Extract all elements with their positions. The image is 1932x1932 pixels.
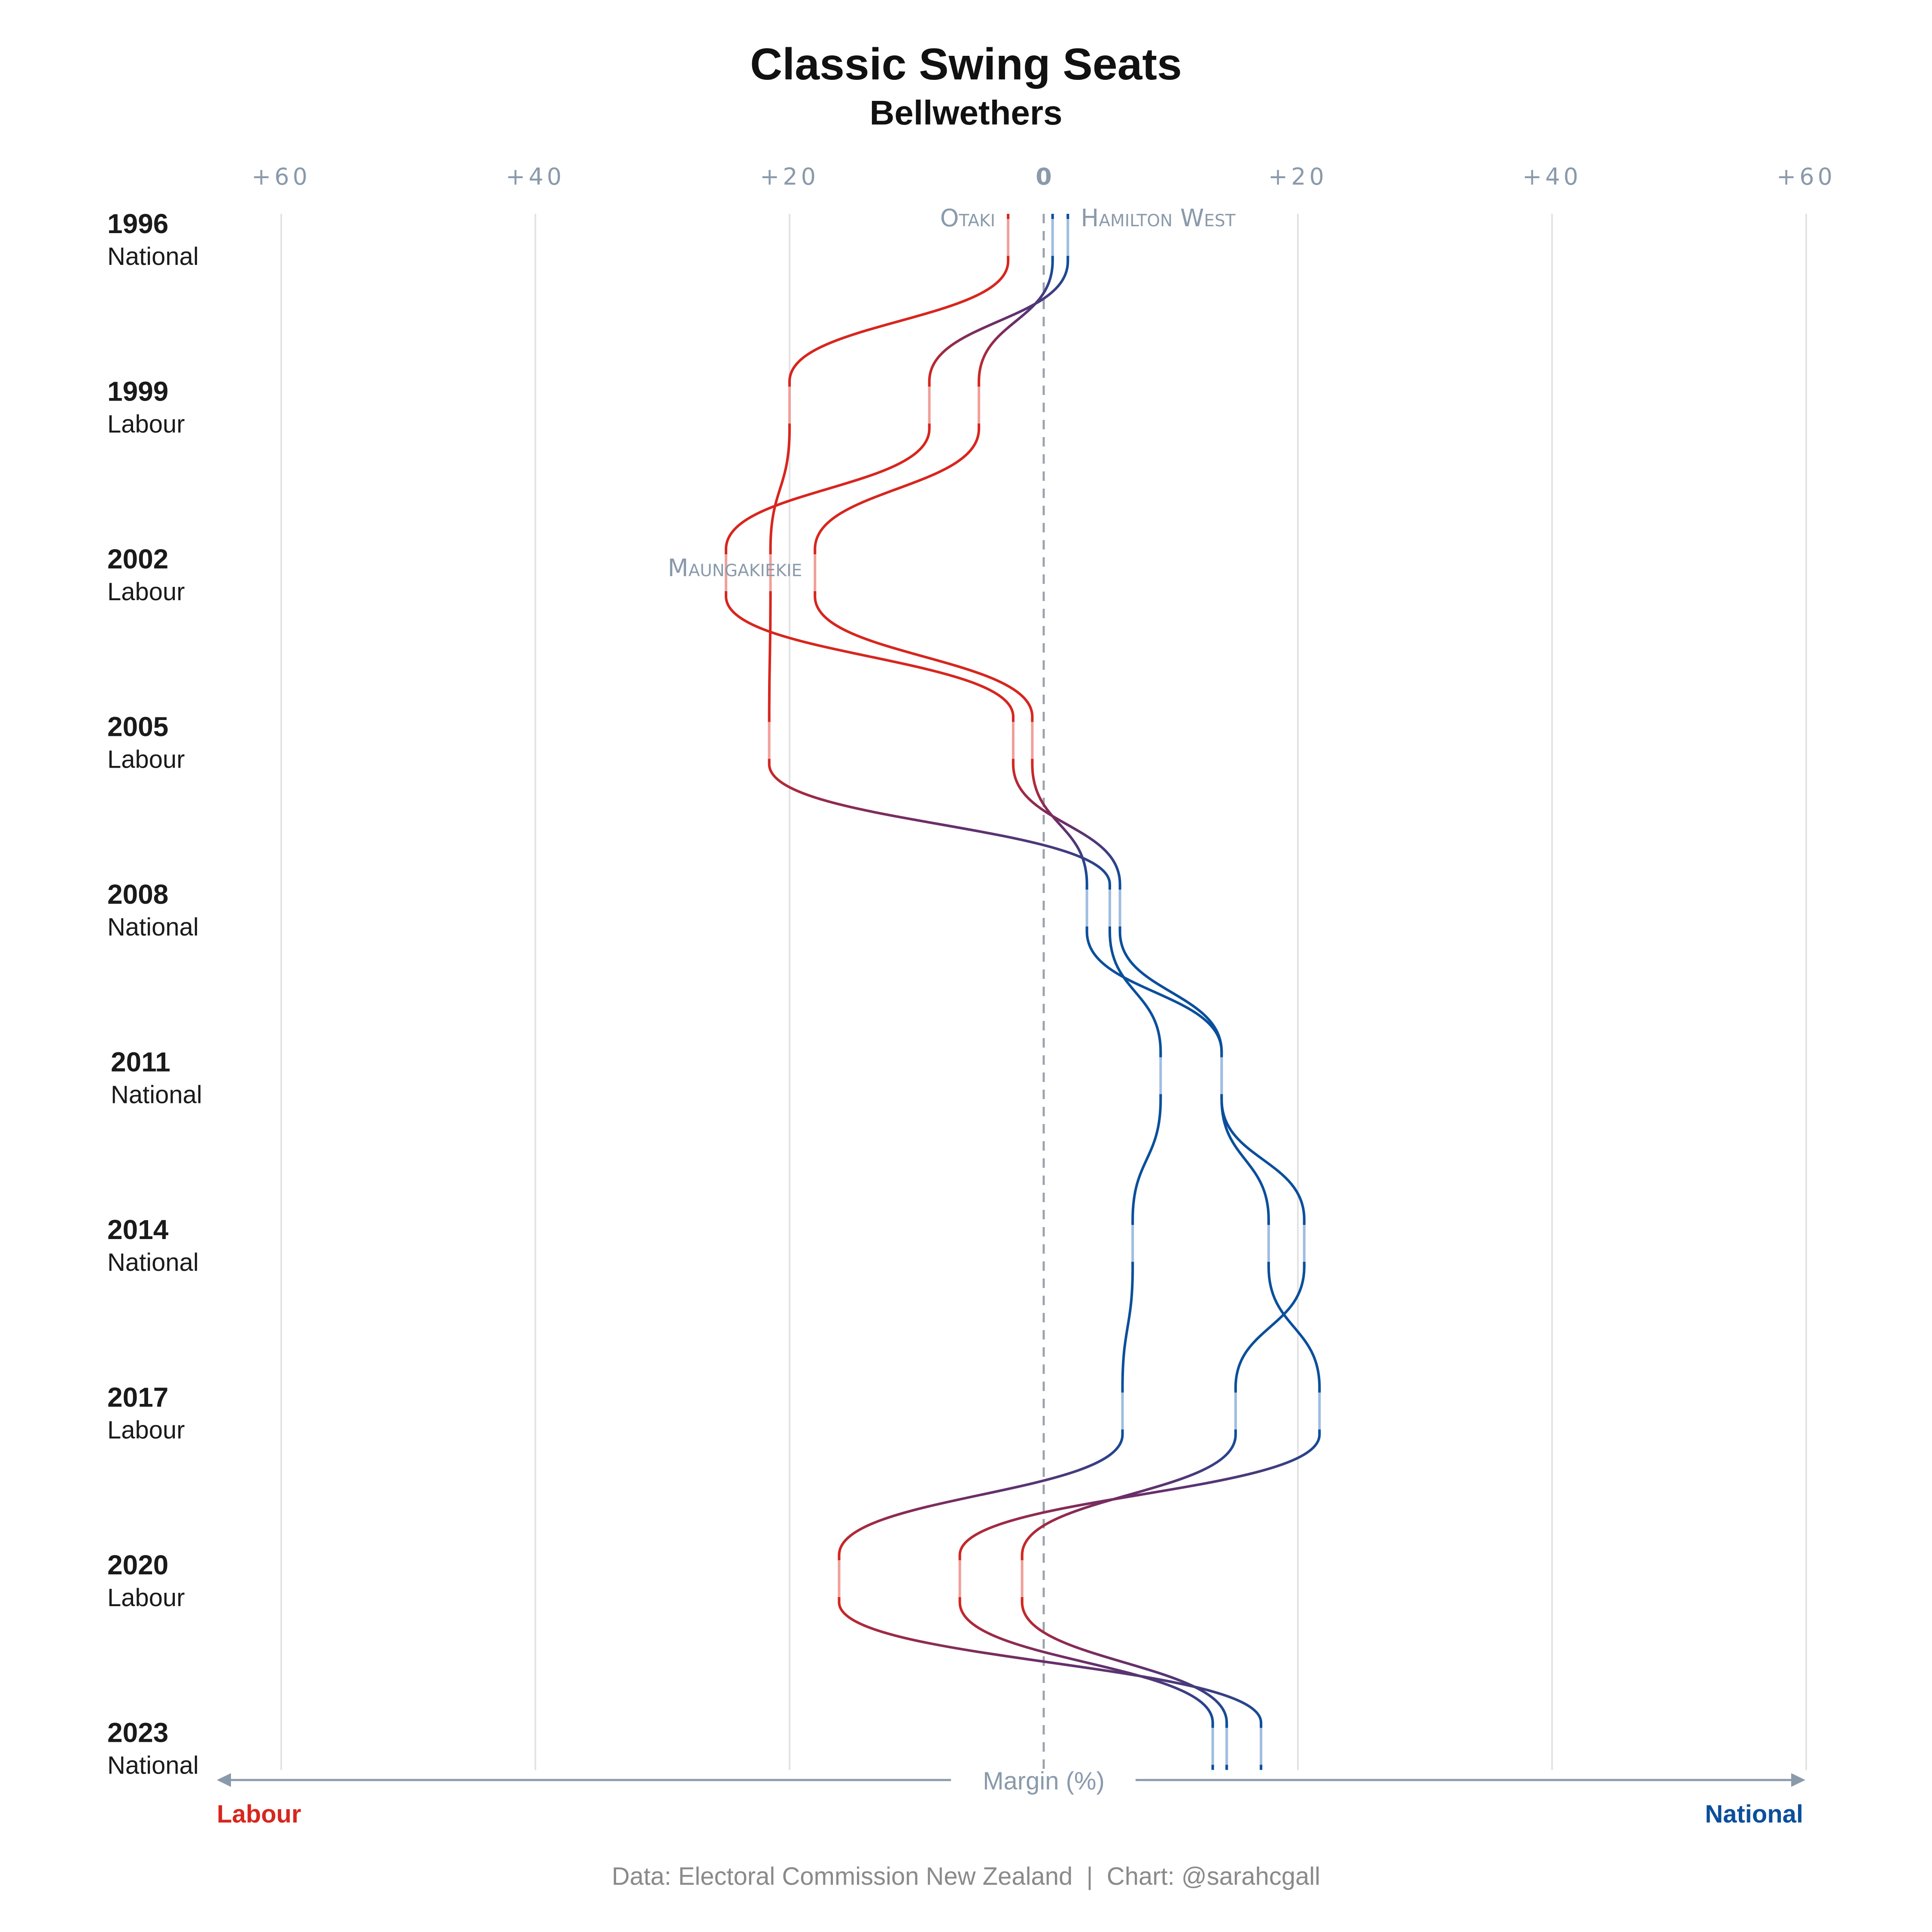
series-line-segment: [1121, 1267, 1134, 1388]
x-tick-label: +40: [1522, 163, 1582, 190]
election-government: National: [107, 913, 199, 941]
x-tick-label: +60: [252, 163, 311, 190]
seat-labels: Otaki Hamilton West Maungakiekie: [668, 204, 1236, 582]
series-line-segment: [838, 1434, 1124, 1555]
series-otaki: [768, 214, 1263, 1770]
election-government: Labour: [107, 1416, 185, 1444]
x-axis-ticks: +60 +40 +20 0 +20 +40 +60: [252, 163, 1836, 190]
election-government: Labour: [107, 578, 185, 606]
series-lines: [725, 214, 1321, 1770]
series-line-segment: [788, 261, 1010, 382]
chart-title: Classic Swing Seats: [750, 39, 1182, 89]
series-line-segment: [1012, 764, 1121, 885]
election-year: 2017: [107, 1382, 168, 1413]
seat-label: Otaki: [940, 204, 995, 232]
election-year: 2005: [107, 711, 168, 742]
labour-direction-label: Labour: [217, 1800, 301, 1828]
national-direction-label: National: [1705, 1800, 1803, 1828]
series-line-segment: [928, 261, 1069, 382]
series-line-segment: [1021, 1434, 1237, 1555]
series-maungakiekie: [814, 214, 1306, 1770]
election-government: Labour: [107, 410, 185, 438]
series-line-segment: [1118, 931, 1223, 1052]
x-tick-label: +20: [760, 163, 819, 190]
x-axis-footer: Margin (%) Labour National: [217, 1767, 1805, 1828]
chart-subtitle: Bellwethers: [869, 94, 1062, 132]
election-government: National: [107, 1249, 199, 1276]
series-line-segment: [958, 1602, 1214, 1723]
series-line-segment: [769, 428, 791, 550]
x-tick-label: 0: [1036, 163, 1052, 190]
election-year: 2002: [107, 544, 168, 574]
seat-label: Maungakiekie: [668, 554, 802, 582]
election-rows: 1996 National 1999 Labour 2002 Labour 2005 Labo…: [107, 208, 202, 1780]
source-note: Data: Electoral Commission New Zealand |…: [612, 1862, 1320, 1890]
arrow-left-icon: [217, 1773, 231, 1787]
election-year: 1996: [107, 208, 168, 239]
series-line-segment: [1031, 764, 1088, 885]
series-line-segment: [1085, 931, 1223, 1052]
election-year: 2011: [111, 1047, 170, 1078]
series-line-segment: [725, 428, 931, 550]
series-line-segment: [814, 596, 1034, 717]
gridlines: [280, 214, 1807, 1770]
series-line-segment: [958, 1434, 1321, 1555]
series-line-segment: [1220, 1099, 1306, 1220]
series-line-segment: [768, 764, 1111, 885]
series-line-segment: [1267, 1267, 1321, 1388]
series-line-segment: [1021, 1602, 1228, 1723]
election-year: 1999: [107, 376, 168, 407]
election-year: 2020: [107, 1549, 168, 1580]
series-line-segment: [838, 1602, 1263, 1723]
election-year: 2014: [107, 1214, 169, 1245]
series-line-segment: [1108, 931, 1162, 1052]
arrow-right-icon: [1791, 1773, 1805, 1787]
x-tick-label: +60: [1777, 163, 1836, 190]
series-line-segment: [814, 428, 981, 550]
series-line-segment: [725, 596, 1015, 717]
series-line-segment: [1234, 1267, 1306, 1388]
series-line-segment: [1131, 1099, 1162, 1220]
election-government: Labour: [107, 1584, 185, 1612]
series-line-segment: [768, 596, 772, 717]
x-axis-label: Margin (%): [983, 1767, 1105, 1795]
series-line-segment: [1220, 1099, 1270, 1220]
seat-label: Hamilton West: [1081, 204, 1236, 232]
x-tick-label: +20: [1268, 163, 1327, 190]
series-line-segment: [978, 261, 1054, 382]
election-year: 2023: [107, 1717, 168, 1748]
election-government: National: [111, 1081, 202, 1109]
election-government: Labour: [107, 746, 185, 774]
election-government: National: [107, 1752, 199, 1780]
election-government: National: [107, 243, 199, 270]
election-year: 2008: [107, 879, 168, 910]
x-tick-label: +40: [506, 163, 565, 190]
